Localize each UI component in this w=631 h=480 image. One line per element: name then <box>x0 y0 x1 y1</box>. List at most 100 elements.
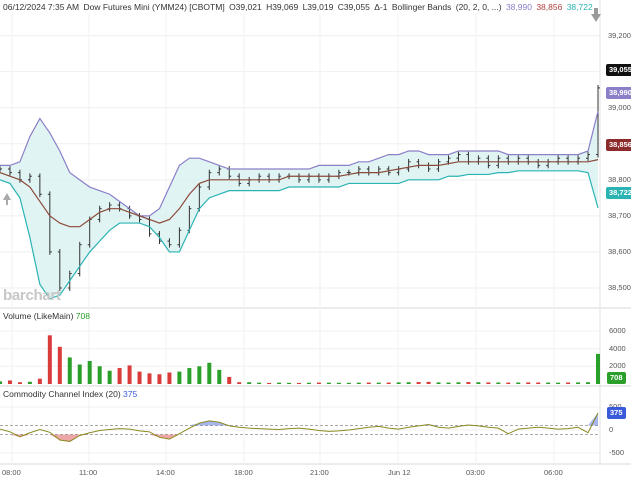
volume-bar[interactable] <box>87 360 92 384</box>
volume-bar[interactable] <box>556 382 561 384</box>
header-datetime: 06/12/2024 7:35 AM <box>3 2 80 12</box>
volume-bar[interactable] <box>326 382 331 384</box>
header-study-params[interactable]: (20, 2, 0, ...) <box>455 2 502 12</box>
scroll-to-latest-icon[interactable] <box>591 8 601 22</box>
volume-bar[interactable] <box>247 382 252 384</box>
cci-pane-title[interactable]: Commodity Channel Index (20) 375 <box>3 389 137 399</box>
time-tick-label: 03:00 <box>466 468 485 477</box>
volume-bar[interactable] <box>536 382 541 384</box>
volume-bar[interactable] <box>217 369 222 384</box>
volume-bar[interactable] <box>506 382 511 384</box>
volume-bar[interactable] <box>127 365 132 384</box>
volume-bar[interactable] <box>147 373 152 384</box>
bollinger-lower-line[interactable] <box>0 170 599 300</box>
volume-bar[interactable] <box>277 382 282 384</box>
volume-bar[interactable] <box>227 376 232 384</box>
volume-bar[interactable] <box>346 382 351 384</box>
header-low: L39,019 <box>302 2 334 12</box>
volume-bar[interactable] <box>287 382 292 384</box>
volume-bar[interactable] <box>137 371 142 384</box>
volume-bar[interactable] <box>336 382 341 384</box>
volume-bar[interactable] <box>436 382 441 384</box>
volume-bar[interactable] <box>0 381 2 384</box>
volume-bar[interactable] <box>47 335 52 384</box>
volume-title: Volume <box>3 311 32 321</box>
volume-bar[interactable] <box>406 382 411 384</box>
volume-bar[interactable] <box>596 353 600 384</box>
volume-value: 708 <box>75 311 90 321</box>
volume-bar[interactable] <box>566 382 571 384</box>
upper-band-tag: 38,990 <box>606 87 631 99</box>
bollinger-band-fill <box>0 111 598 299</box>
header-study[interactable]: Bollinger Bands <box>391 2 452 12</box>
volume-bar[interactable] <box>586 382 591 384</box>
volume-bar[interactable] <box>496 382 501 384</box>
header-symbol[interactable]: Dow Futures Mini (YMM24) [CBOTM] <box>83 2 225 12</box>
volume-bar[interactable] <box>117 368 122 384</box>
cci-overbought-fill <box>0 412 598 430</box>
volume-bar[interactable] <box>97 366 102 384</box>
volume-bar[interactable] <box>356 382 361 384</box>
volume-bar[interactable] <box>37 378 42 384</box>
volume-bar[interactable] <box>486 382 491 384</box>
volume-bar[interactable] <box>257 382 262 384</box>
volume-bar[interactable] <box>576 382 581 384</box>
volume-bar[interactable] <box>107 370 112 384</box>
time-tick-label: 08:00 <box>2 468 21 477</box>
volume-bar[interactable] <box>316 382 321 384</box>
volume-pane-title[interactable]: Volume (LikeMain) 708 <box>3 311 90 321</box>
volume-bar[interactable] <box>177 371 182 384</box>
volume-bar[interactable] <box>267 382 272 384</box>
price-tick-label: 38,700 <box>608 210 631 220</box>
cci-title: Commodity Channel Index <box>3 389 104 399</box>
bollinger-middle-line[interactable] <box>0 159 599 228</box>
header-close: C39,055 <box>337 2 370 12</box>
volume-bar[interactable] <box>546 382 551 384</box>
volume-bar[interactable] <box>416 382 421 384</box>
header-open: O39,021 <box>229 2 262 12</box>
cci-tick-label: 500 <box>609 402 622 411</box>
volume-bar[interactable] <box>187 368 192 384</box>
volume-bar[interactable] <box>27 381 32 384</box>
volume-bar[interactable] <box>366 382 371 384</box>
lower-band-tag: 38,722 <box>606 187 631 199</box>
volume-bar[interactable] <box>237 382 242 384</box>
cci-tick-label: -500 <box>609 447 625 457</box>
time-tick-label: 21:00 <box>310 468 329 477</box>
volume-bar[interactable] <box>197 366 202 384</box>
volume-bar[interactable] <box>386 382 391 384</box>
volume-bar[interactable] <box>207 362 212 384</box>
volume-bar[interactable] <box>396 382 401 384</box>
volume-bar[interactable] <box>7 380 12 384</box>
volume-bar[interactable] <box>306 382 311 384</box>
volume-bar[interactable] <box>526 382 531 384</box>
barchart-watermark-logo: barchart <box>3 287 61 304</box>
cci-tag: 375 <box>607 407 626 419</box>
volume-bar[interactable] <box>57 346 62 384</box>
volume-bar[interactable] <box>157 374 162 384</box>
volume-bar[interactable] <box>446 382 451 384</box>
volume-bar[interactable] <box>376 382 381 384</box>
cci-oversold-fill <box>0 430 598 442</box>
volume-bar[interactable] <box>516 382 521 384</box>
volume-bar[interactable] <box>476 382 481 384</box>
cci-tick-label: 0 <box>609 425 614 434</box>
mid-band-tag: 38,856 <box>606 139 631 151</box>
price-tick-label: 38,600 <box>608 246 631 256</box>
volume-bar[interactable] <box>77 364 82 384</box>
scroll-up-icon[interactable] <box>3 193 11 205</box>
volume-bar[interactable] <box>167 372 172 384</box>
volume-bar[interactable] <box>67 357 72 384</box>
volume-bar[interactable] <box>297 382 301 384</box>
price-tick-label: 38,500 <box>608 282 631 292</box>
volume-bar[interactable] <box>456 382 461 384</box>
volume-bar[interactable] <box>426 381 431 384</box>
cci-line[interactable] <box>0 412 599 442</box>
header-band-upper: 38,990 <box>505 2 532 12</box>
volume-bar[interactable] <box>17 382 22 384</box>
bollinger-upper-line[interactable] <box>0 111 599 217</box>
volume-tick-label: 2000 <box>609 361 626 371</box>
volume-bar[interactable] <box>466 382 471 384</box>
